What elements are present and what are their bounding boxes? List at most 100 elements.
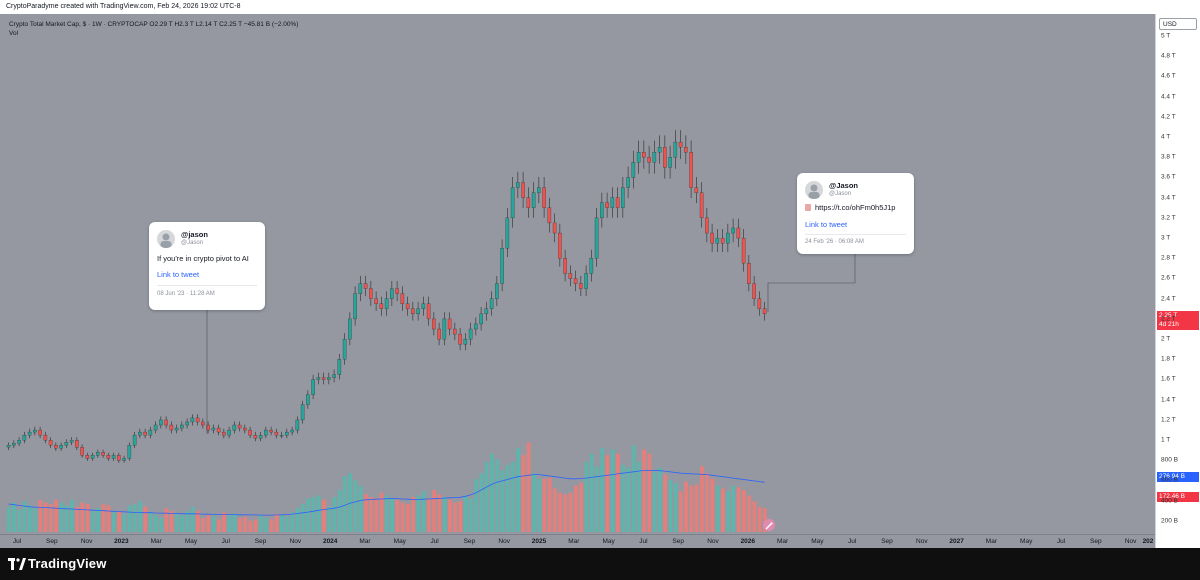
candle-body[interactable] [558,232,562,259]
candle-body[interactable] [17,440,21,444]
candle-body[interactable] [132,434,137,446]
candle-body[interactable] [327,377,331,380]
candle-body[interactable] [211,427,216,431]
magic-wand-icon[interactable] [763,519,775,531]
candle-body[interactable] [411,308,415,315]
candle-body[interactable] [505,217,510,249]
candle-body[interactable] [379,303,384,309]
candle-body[interactable] [731,227,735,234]
candle-body[interactable] [432,318,436,330]
candle-body[interactable] [201,421,205,426]
candle-body[interactable] [22,434,27,441]
candle-body[interactable] [416,308,420,315]
candle-body[interactable] [542,187,546,208]
candle-body[interactable] [468,328,473,340]
candle-body[interactable] [290,429,294,433]
candle-body[interactable] [64,442,69,446]
candle-body[interactable] [300,404,305,421]
candle-body[interactable] [180,424,184,429]
candle-body[interactable] [269,429,273,433]
candle-body[interactable] [453,328,457,335]
candle-body[interactable] [190,417,195,423]
candle-body[interactable] [757,298,762,309]
candle-body[interactable] [521,182,525,198]
candle-body[interactable] [69,440,74,443]
candle-body[interactable] [48,440,53,446]
candle-body[interactable] [96,452,100,456]
candle-body[interactable] [348,318,352,340]
candle-body[interactable] [306,394,310,405]
candle-body[interactable] [216,427,221,433]
candle-body[interactable] [600,202,604,219]
candle-body[interactable] [631,162,636,178]
candle-body[interactable] [741,237,746,264]
candle-body[interactable] [59,445,63,449]
candle-body[interactable] [678,141,683,148]
candle-body[interactable] [127,445,132,459]
candle-body[interactable] [421,303,426,309]
candle-body[interactable] [342,338,347,360]
candle-body[interactable] [206,424,210,431]
candle-body[interactable] [642,152,646,158]
candle-body[interactable] [736,227,741,239]
candle-body[interactable] [510,187,515,219]
candle-body[interactable] [657,146,662,153]
candle-body[interactable] [605,202,609,208]
candle-body[interactable] [463,338,468,345]
candle-body[interactable] [652,152,657,163]
candle-body[interactable] [647,157,651,163]
candle-body[interactable] [243,427,247,431]
candle-body[interactable] [673,141,678,158]
link-to-tweet[interactable]: Link to tweet [805,220,848,229]
currency-button[interactable]: USD [1159,18,1197,30]
candle-body[interactable] [699,192,704,219]
candle-body[interactable] [27,431,32,436]
candle-body[interactable] [369,288,373,299]
candle-body[interactable] [710,232,714,244]
candle-body[interactable] [547,207,552,224]
candle-body[interactable] [258,434,263,439]
candle-body[interactable] [762,308,767,315]
candle-body[interactable] [227,429,231,436]
candle-body[interactable] [54,445,58,449]
candle-body[interactable] [117,455,121,461]
candle-body[interactable] [573,278,578,284]
candle-body[interactable] [85,455,90,459]
candle-body[interactable] [264,429,268,436]
candle-body[interactable] [500,248,504,284]
candle-body[interactable] [279,434,284,437]
candle-body[interactable] [6,445,11,448]
candle-body[interactable] [552,222,557,234]
plot-pane[interactable]: Crypto Total Market Cap, $ · 1W · CRYPTO… [0,14,1155,548]
candle-body[interactable] [563,258,567,274]
candle-body[interactable] [143,431,147,436]
candle-body[interactable] [579,283,583,289]
link-to-tweet[interactable]: Link to tweet [157,270,200,279]
candle-body[interactable] [174,427,179,431]
candle-body[interactable] [106,455,111,459]
candle-body[interactable] [111,455,116,459]
time-axis[interactable]: Jul Sep Nov 2023 Mar May Jul Sep Nov 2024 Mar May Ju… [0,534,1155,549]
candle-body[interactable] [285,431,289,436]
candle-body[interactable] [164,419,168,426]
candle-body[interactable] [159,419,163,426]
candle-body[interactable] [253,434,258,439]
candle-body[interactable] [169,424,174,431]
candle-body[interactable] [395,288,399,294]
candle-body[interactable] [715,237,720,244]
candle-body[interactable] [621,187,625,208]
price-chart-svg[interactable] [0,14,1155,548]
candle-body[interactable] [232,424,237,431]
candle-body[interactable] [474,323,478,330]
candle-body[interactable] [447,318,452,330]
candle-body[interactable] [705,217,709,234]
candle-body[interactable] [594,217,599,259]
candle-body[interactable] [274,431,279,436]
candle-body[interactable] [489,298,494,309]
candle-body[interactable] [442,318,447,340]
candle-body[interactable] [752,283,756,299]
tweet-card-feb-2026[interactable]: @Jason @Jason https://t.co/ohFm0h5J1p Li… [797,173,914,254]
candle-body[interactable] [479,313,483,325]
candle-body[interactable] [426,303,431,320]
candle-body[interactable] [122,458,126,461]
